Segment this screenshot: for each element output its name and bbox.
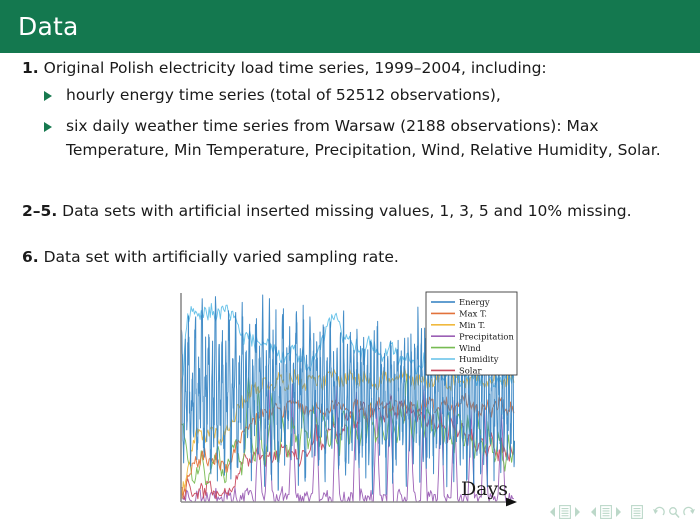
frame-page-icon[interactable] — [600, 505, 612, 519]
triangle-bullet-icon — [44, 91, 52, 101]
slide-nav-group[interactable] — [549, 505, 581, 519]
chart-series-layer — [181, 294, 515, 502]
list-item-label: hourly energy time series (total of 5251… — [66, 86, 501, 104]
legend-label: Energy — [459, 297, 490, 307]
prev-slide-icon[interactable] — [549, 506, 556, 518]
chart-legend: Energy Max T.Min T.Precipitation WindHumid… — [425, 291, 518, 376]
next-frame-icon[interactable] — [615, 506, 622, 518]
forward-arrow-icon[interactable] — [683, 506, 696, 519]
section-nav-group[interactable] — [631, 505, 643, 519]
x-axis-arrowhead-icon — [506, 497, 517, 507]
legend-box — [425, 291, 518, 376]
frame-nav-group[interactable] — [590, 505, 622, 519]
page-title: Data — [18, 12, 79, 41]
list-item-label: six daily weather time series from Warsa… — [66, 117, 661, 159]
enum-number-6: 6. — [22, 248, 39, 266]
beamer-navigation-bar[interactable] — [549, 503, 696, 521]
next-slide-icon[interactable] — [574, 506, 581, 518]
back-arrow-icon[interactable] — [652, 506, 665, 519]
enum-number-2-5: 2–5. — [22, 202, 58, 220]
list-item: hourly energy time series (total of 5251… — [40, 83, 680, 107]
enumerated-item-1: 1. Original Polish electricity load time… — [22, 58, 682, 79]
legend-label: Wind — [459, 343, 482, 353]
enum-text-6: Data set with artificially varied sampli… — [43, 248, 399, 266]
enum-number-1: 1. — [22, 59, 39, 77]
enumerated-item-2-5: 2–5. Data sets with artificial inserted … — [22, 201, 652, 222]
legend-label: Min T. — [459, 320, 485, 330]
sub-bullet-list: hourly energy time series (total of 5251… — [40, 83, 680, 169]
legend-label: Solar — [459, 366, 481, 376]
series-line-solar — [181, 395, 515, 500]
legend-label: Humidity — [459, 354, 499, 364]
search-icon[interactable] — [668, 506, 680, 519]
legend-label: Precipitation — [459, 331, 514, 341]
enum-text-1: Original Polish electricity load time se… — [43, 59, 547, 77]
slide-page-icon[interactable] — [559, 505, 571, 519]
series-line-precipitation — [181, 381, 514, 502]
legend-label: Max T. — [459, 309, 487, 319]
chart-canvas: Days Energy Max T.Min T.Precipitation Wind… — [180, 291, 518, 507]
slide-content: 1. Original Polish electricity load time… — [0, 53, 700, 525]
list-item: six daily weather time series from Warsa… — [40, 114, 680, 162]
triangle-bullet-icon — [44, 122, 52, 132]
time-series-chart: Days Energy Max T. Min T. Precipitation Wind… — [170, 289, 520, 514]
enum-text-2-5: Data sets with artificial inserted missi… — [62, 202, 632, 220]
x-axis-label: Days — [461, 478, 508, 500]
frame-title-bar: Data — [0, 0, 700, 53]
enumerated-item-6: 6. Data set with artificially varied sam… — [22, 247, 682, 268]
prev-frame-icon[interactable] — [590, 506, 597, 518]
history-nav-group[interactable] — [652, 506, 696, 519]
section-page-icon[interactable] — [631, 505, 643, 519]
